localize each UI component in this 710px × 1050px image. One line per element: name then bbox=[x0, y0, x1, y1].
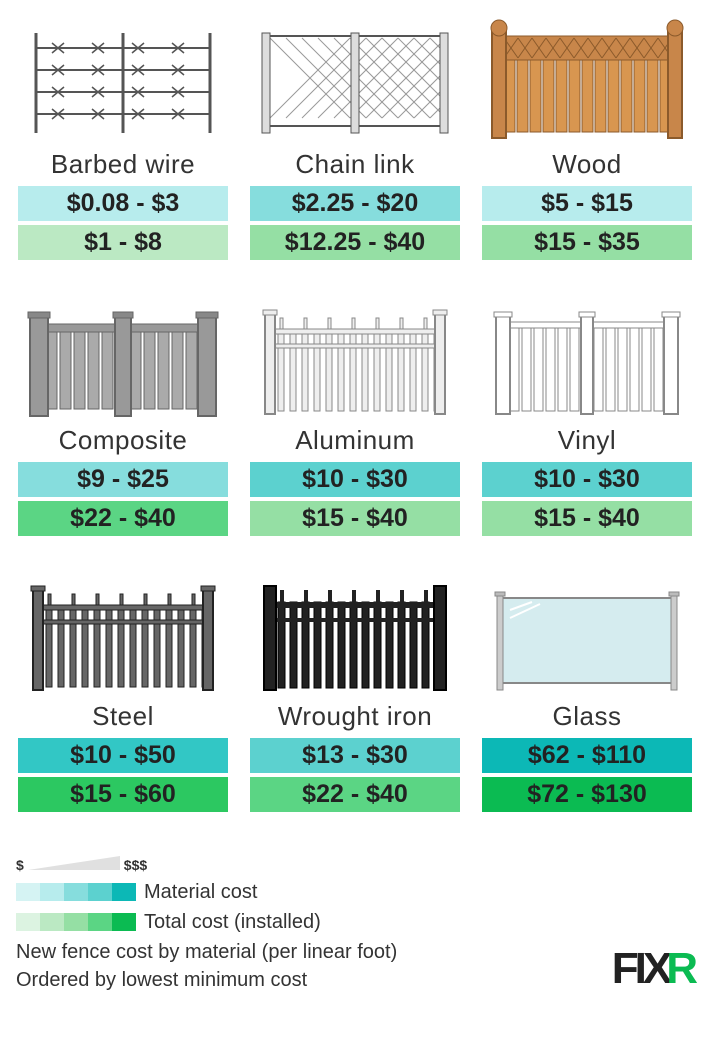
legend-material-row: Material cost bbox=[16, 878, 397, 906]
high-label: $$$ bbox=[124, 856, 147, 876]
swatch bbox=[16, 913, 40, 931]
material-cost: $13 - $30 bbox=[250, 738, 460, 773]
swatch bbox=[112, 883, 136, 901]
fence-illustration-iron bbox=[250, 570, 460, 695]
fence-cell: Barbed wire $0.08 - $3 $1 - $8 bbox=[16, 18, 230, 264]
logo-r: R bbox=[666, 944, 694, 994]
legend: $ $$$ Material cost Total cost (installe… bbox=[16, 856, 397, 994]
fence-name: Aluminum bbox=[295, 425, 415, 456]
total-cost: $15 - $35 bbox=[482, 225, 692, 260]
fence-illustration-wood bbox=[482, 18, 692, 143]
fence-name: Glass bbox=[553, 701, 622, 732]
total-cost: $72 - $130 bbox=[482, 777, 692, 812]
fence-name: Vinyl bbox=[558, 425, 616, 456]
fence-cell: Glass $62 - $110 $72 - $130 bbox=[480, 570, 694, 816]
material-legend-label: Material cost bbox=[144, 878, 257, 906]
swatch bbox=[40, 883, 64, 901]
fence-name: Barbed wire bbox=[51, 149, 195, 180]
total-cost: $15 - $60 bbox=[18, 777, 228, 812]
material-cost: $62 - $110 bbox=[482, 738, 692, 773]
fence-cell: Steel $10 - $50 $15 - $60 bbox=[16, 570, 230, 816]
material-cost: $10 - $30 bbox=[250, 462, 460, 497]
footer-text-2: Ordered by lowest minimum cost bbox=[16, 966, 397, 994]
swatch bbox=[64, 913, 88, 931]
fence-illustration-aluminum bbox=[250, 294, 460, 419]
fence-cell: Wrought iron $13 - $30 $22 - $40 bbox=[248, 570, 462, 816]
material-cost: $2.25 - $20 bbox=[250, 186, 460, 221]
material-cost: $0.08 - $3 bbox=[18, 186, 228, 221]
fence-illustration-steel bbox=[18, 570, 228, 695]
total-legend-label: Total cost (installed) bbox=[144, 908, 321, 936]
total-cost: $12.25 - $40 bbox=[250, 225, 460, 260]
material-cost: $10 - $50 bbox=[18, 738, 228, 773]
fence-grid: Barbed wire $0.08 - $3 $1 - $8 Chain lin… bbox=[16, 18, 694, 816]
fence-cell: Wood $5 - $15 $15 - $35 bbox=[480, 18, 694, 264]
price-scale-labels: $ $$$ bbox=[16, 856, 136, 876]
legend-total-row: Total cost (installed) bbox=[16, 908, 397, 936]
fence-name: Steel bbox=[92, 701, 154, 732]
low-label: $ bbox=[16, 856, 24, 876]
swatch bbox=[40, 913, 64, 931]
swatch bbox=[112, 913, 136, 931]
total-cost: $22 - $40 bbox=[250, 777, 460, 812]
material-cost: $10 - $30 bbox=[482, 462, 692, 497]
fence-illustration-vinyl bbox=[482, 294, 692, 419]
footer-section: $ $$$ Material cost Total cost (installe… bbox=[16, 846, 694, 994]
fence-illustration-glass bbox=[482, 570, 692, 695]
logo-fix: FIX bbox=[612, 944, 668, 994]
fence-cell: Aluminum $10 - $30 $15 - $40 bbox=[248, 294, 462, 540]
fence-name: Chain link bbox=[295, 149, 414, 180]
fence-illustration-chain bbox=[250, 18, 460, 143]
fence-cell: Chain link $2.25 - $20 $12.25 - $40 bbox=[248, 18, 462, 264]
fence-illustration-composite bbox=[18, 294, 228, 419]
fixr-logo: FIXR bbox=[612, 944, 694, 994]
swatch bbox=[88, 913, 112, 931]
material-cost: $5 - $15 bbox=[482, 186, 692, 221]
fence-name: Composite bbox=[59, 425, 188, 456]
total-cost: $1 - $8 bbox=[18, 225, 228, 260]
fence-cell: Vinyl $10 - $30 $15 - $40 bbox=[480, 294, 694, 540]
footer-text-1: New fence cost by material (per linear f… bbox=[16, 938, 397, 966]
total-cost: $22 - $40 bbox=[18, 501, 228, 536]
swatch bbox=[16, 883, 40, 901]
fence-illustration-barbed bbox=[18, 18, 228, 143]
total-swatches bbox=[16, 913, 136, 931]
scale-triangle-icon bbox=[28, 856, 120, 870]
total-cost: $15 - $40 bbox=[482, 501, 692, 536]
fence-name: Wood bbox=[552, 149, 621, 180]
fence-cell: Composite $9 - $25 $22 - $40 bbox=[16, 294, 230, 540]
swatch bbox=[64, 883, 88, 901]
material-cost: $9 - $25 bbox=[18, 462, 228, 497]
total-cost: $15 - $40 bbox=[250, 501, 460, 536]
fence-name: Wrought iron bbox=[278, 701, 432, 732]
swatch bbox=[88, 883, 112, 901]
material-swatches bbox=[16, 883, 136, 901]
